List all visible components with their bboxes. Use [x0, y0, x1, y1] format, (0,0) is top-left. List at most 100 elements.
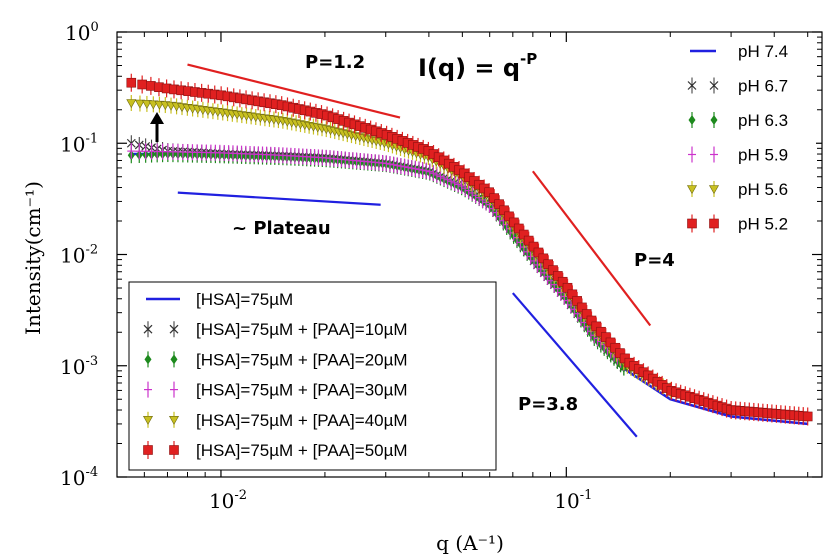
legend-marker — [143, 321, 153, 338]
data-point — [407, 160, 416, 177]
legend-marker — [708, 181, 720, 197]
data-point — [396, 158, 405, 175]
legend-ph-label: pH 6.3 — [738, 111, 788, 130]
y-tick-label: 10-4 — [60, 465, 98, 490]
data-point — [802, 407, 813, 426]
legend-marker — [169, 441, 179, 459]
data-point — [385, 156, 394, 173]
y-tick-label: 100 — [65, 20, 99, 45]
legend-marker — [709, 77, 719, 94]
formula-exponent: -P — [520, 50, 537, 68]
data-point — [422, 162, 431, 179]
y-tick-label: 10-1 — [60, 131, 98, 156]
legend-ph: pH 7.4 pH 6.7 pH 6.3 pH 5.9 pH 5.6 pH 5.2 — [676, 40, 816, 234]
legend-marker — [687, 214, 697, 233]
legend-marker — [686, 181, 698, 197]
data-point — [429, 165, 438, 182]
legend-concentration-item: [HSA]=75µM + [PAA]=50µM — [143, 441, 408, 460]
y-tick-label: 10-3 — [60, 354, 98, 379]
data-point — [141, 95, 152, 112]
legend-ph-label: pH 5.9 — [738, 146, 788, 165]
data-layer — [126, 73, 813, 426]
legend-marker — [142, 411, 154, 428]
guide-line — [187, 63, 401, 119]
legend-marker — [687, 77, 697, 94]
guide-line — [531, 170, 652, 327]
y-tick-label: 10-2 — [60, 243, 98, 268]
legend-concentration-label: [HSA]=75µM + [PAA]=30µM — [196, 381, 408, 400]
data-point — [404, 159, 413, 176]
legend-concentration-item: [HSA]=75µM + [PAA]=30µM — [144, 381, 408, 400]
legend-marker — [688, 112, 696, 128]
data-point — [126, 95, 137, 112]
legend-ph-item: pH 6.3 — [688, 111, 788, 130]
data-point — [432, 166, 441, 183]
x-tick-label: 10-1 — [554, 488, 592, 513]
legend-ph-label: pH 6.7 — [738, 77, 788, 96]
legend-concentration-box — [128, 281, 497, 471]
formula-main: I(q) = q — [418, 54, 520, 82]
data-point — [137, 75, 147, 94]
x-axis-label: q (A⁻¹) — [436, 531, 504, 555]
legend-marker — [710, 112, 718, 128]
legend-marker — [709, 214, 719, 233]
legend-concentration-label: [HSA]=75µM — [196, 290, 293, 309]
legend-marker — [710, 146, 718, 163]
legend-ph-item: pH 6.7 — [687, 77, 788, 96]
formula-label: I(q) = q-P — [418, 50, 537, 82]
legend-ph-label: pH 5.6 — [738, 180, 788, 199]
axis-ticks-layer: 10-2 10-1 100 10-1 10-2 10-3 10-4 — [60, 20, 822, 513]
data-point — [447, 173, 456, 190]
data-point — [411, 160, 420, 177]
up-arrow-icon — [150, 112, 164, 142]
annotation-p38: P=3.8 — [518, 394, 578, 415]
data-point — [134, 95, 145, 112]
legend-ph-item: pH 5.9 — [688, 146, 788, 165]
legend-marker — [144, 351, 152, 368]
legend-concentration-item: [HSA]=75µM + [PAA]=10µM — [143, 320, 408, 339]
data-point — [389, 156, 398, 173]
data-point — [382, 155, 391, 172]
legend-marker — [170, 381, 178, 398]
annotation-p12: P=1.2 — [305, 52, 365, 73]
data-point — [457, 178, 466, 195]
legend-marker — [169, 321, 179, 338]
legend-marker — [144, 381, 152, 398]
data-point — [415, 161, 424, 178]
y-axis-label: Intensity(cm⁻¹) — [21, 181, 45, 335]
annotation-p4: P=4 — [634, 250, 675, 271]
guide-line — [511, 292, 638, 438]
legend-ph-label: pH 5.2 — [738, 215, 788, 234]
legend-marker — [168, 411, 180, 428]
data-point — [533, 256, 542, 273]
legend-concentration-label: [HSA]=75µM + [PAA]=40µM — [196, 411, 408, 430]
legend-ph-label: pH 7.4 — [738, 42, 788, 61]
data-point — [393, 157, 402, 174]
legend-concentration-label: [HSA]=75µM + [PAA]=10µM — [196, 320, 408, 339]
x-tick-label: 10-2 — [209, 488, 247, 513]
data-point — [146, 76, 156, 95]
data-point — [127, 143, 136, 160]
legend-ph-item: pH 5.2 — [687, 214, 788, 234]
data-point — [418, 162, 427, 179]
legend-ph-item: pH 7.4 — [690, 42, 788, 61]
legend-marker — [170, 351, 178, 368]
data-point — [400, 158, 409, 175]
data-point — [126, 73, 137, 92]
legend-concentration-item: [HSA]=75µM + [PAA]=40µM — [142, 411, 408, 430]
legend-concentration: [HSA]=75µM [HSA]=75µM + [PAA]=10µM [HSA]=7… — [142, 290, 408, 460]
legend-concentration-item: [HSA]=75µM + [PAA]=20µM — [144, 350, 408, 369]
data-point — [450, 174, 459, 191]
legend-ph-item: pH 5.6 — [686, 180, 788, 199]
legend-concentration-label: [HSA]=75µM + [PAA]=50µM — [196, 441, 408, 460]
legend-marker — [688, 146, 696, 163]
data-point — [425, 163, 434, 180]
legend-concentration-label: [HSA]=75µM + [PAA]=20µM — [196, 350, 408, 369]
guide-lines-layer — [177, 63, 652, 438]
annotation-plateau: ~ Plateau — [232, 218, 331, 239]
series-ph-5.2 — [126, 73, 813, 426]
legend-ph-background — [676, 40, 816, 232]
data-point — [454, 176, 463, 193]
guide-line — [177, 191, 381, 206]
